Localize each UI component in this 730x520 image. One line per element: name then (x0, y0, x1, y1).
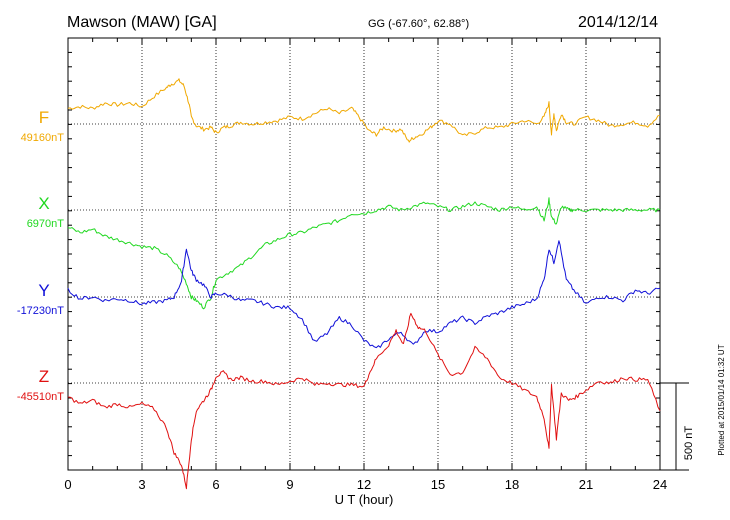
baseline-value-z: -45510nT (17, 391, 64, 403)
x-tick-label: 3 (138, 477, 145, 492)
component-label-z: Z (39, 367, 49, 386)
x-axis-label: U T (hour) (335, 492, 394, 507)
coordinates-label: GG (-67.60°, 62.88°) (368, 18, 469, 30)
component-label-x: X (38, 194, 49, 213)
x-tick-label: 6 (212, 477, 219, 492)
baseline-value-f: 49160nT (21, 132, 65, 144)
component-labels: F 49160nT X 6970nT Y -17230nT Z -45510nT (17, 108, 64, 403)
series-line-x (67, 197, 661, 310)
date-label: 2014/12/14 (578, 14, 658, 31)
component-label-y: Y (38, 281, 49, 300)
axis-ticks: 0 3 6 9 12 15 18 21 24 (64, 37, 667, 492)
series-line-y (67, 240, 661, 349)
x-tick-label: 18 (505, 477, 519, 492)
scale-bar: 500 nT (660, 382, 695, 471)
x-tick-label: 21 (579, 477, 593, 492)
scale-bar-label: 500 nT (683, 426, 695, 461)
x-tick-label: 15 (431, 477, 445, 492)
baseline-value-y: -17230nT (17, 305, 64, 317)
series-line-z (67, 312, 661, 490)
series-group (67, 78, 661, 490)
grid (68, 38, 660, 470)
x-tick-label: 24 (653, 477, 667, 492)
plotted-timestamp: Plotted at 2015/01/14 01:32 UT (717, 344, 726, 455)
x-tick-label: 12 (357, 477, 371, 492)
series-line-f (67, 78, 661, 143)
station-title: Mawson (MAW) [GA] (67, 14, 217, 31)
x-tick-label: 9 (286, 477, 293, 492)
component-label-f: F (39, 108, 49, 127)
x-tick-label: 0 (64, 477, 71, 492)
baseline-value-x: 6970nT (27, 218, 65, 230)
